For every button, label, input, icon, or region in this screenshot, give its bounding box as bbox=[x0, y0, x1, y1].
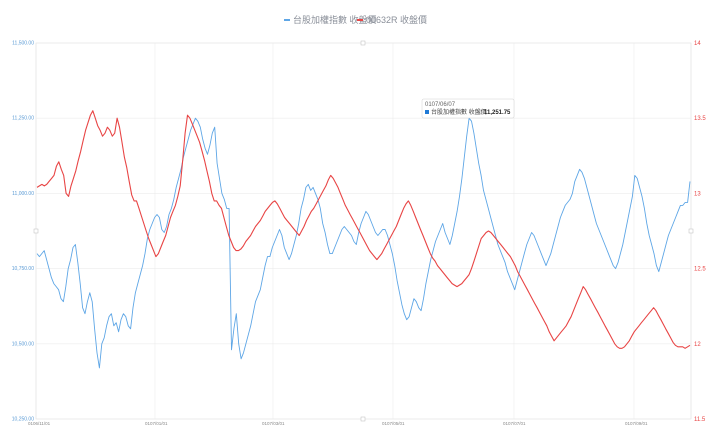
y-axis-right: 14 13.5 13 12.5 12 11.5 bbox=[694, 41, 706, 423]
plot-area bbox=[35, 42, 692, 420]
y-right-tick-label: 14 bbox=[694, 41, 701, 47]
y-left-tick-label: 11,250.00 bbox=[12, 116, 34, 122]
tooltip-box bbox=[421, 98, 515, 119]
tooltip-date: 0107/06/07 bbox=[425, 102, 456, 108]
legend-label-00632r[interactable]: 00632R 收盤價 bbox=[366, 14, 427, 25]
y-right-tick-label: 13 bbox=[694, 191, 701, 197]
legend-swatch-taiex bbox=[284, 19, 290, 21]
resize-handle-bottom[interactable] bbox=[360, 416, 366, 422]
tooltip-swatch bbox=[425, 110, 429, 114]
y-left-tick-label: 11,500.00 bbox=[12, 41, 34, 47]
legend-swatch-00632r bbox=[357, 19, 363, 21]
legend-label-taiex[interactable]: 台股加權指數 收盤價 bbox=[293, 14, 377, 25]
y-right-tick-label: 11.5 bbox=[694, 417, 706, 423]
x-tick-label: 0107/07/01 bbox=[503, 421, 526, 426]
x-tick-label: 0107/05/01 bbox=[382, 421, 405, 426]
legend: 台股加權指數 收盤價 00632R 收盤價 bbox=[284, 14, 427, 25]
gridlines bbox=[36, 42, 691, 420]
resize-handle-top[interactable] bbox=[360, 40, 366, 46]
y-left-tick-label: 10,500.00 bbox=[12, 341, 34, 347]
tooltip-value: 11,251.75 bbox=[484, 110, 511, 116]
y-right-tick-label: 12 bbox=[694, 342, 701, 348]
y-axis-left: 11,500.00 11,250.00 11,000.00 10,750.00 … bbox=[12, 41, 34, 423]
x-tick-label: 0106/11/01 bbox=[28, 421, 51, 426]
tooltip-series-label: 台股加權指數 收盤價 bbox=[431, 108, 487, 116]
tooltip: 0107/06/07 台股加權指數 收盤價 : 11,251.75 bbox=[421, 98, 515, 119]
resize-handle-left[interactable] bbox=[33, 228, 39, 234]
series-line-00632r[interactable] bbox=[36, 110, 691, 349]
x-axis: 0106/11/01 0107/01/01 0107/03/01 0107/05… bbox=[28, 421, 648, 426]
y-right-tick-label: 12.5 bbox=[694, 267, 706, 273]
resize-handle-right[interactable] bbox=[688, 228, 694, 234]
series-line-taiex[interactable] bbox=[36, 117, 691, 369]
x-tick-label: 0107/03/01 bbox=[262, 421, 285, 426]
y-left-tick-label: 11,000.00 bbox=[12, 191, 34, 197]
tooltip-separator: : bbox=[480, 110, 482, 116]
y-left-tick-label: 10,250.00 bbox=[12, 417, 34, 423]
y-left-tick-label: 10,750.00 bbox=[12, 266, 34, 272]
x-tick-label: 0107/09/01 bbox=[625, 421, 648, 426]
x-tick-label: 0107/01/01 bbox=[145, 421, 168, 426]
y-right-tick-label: 13.5 bbox=[694, 116, 706, 122]
